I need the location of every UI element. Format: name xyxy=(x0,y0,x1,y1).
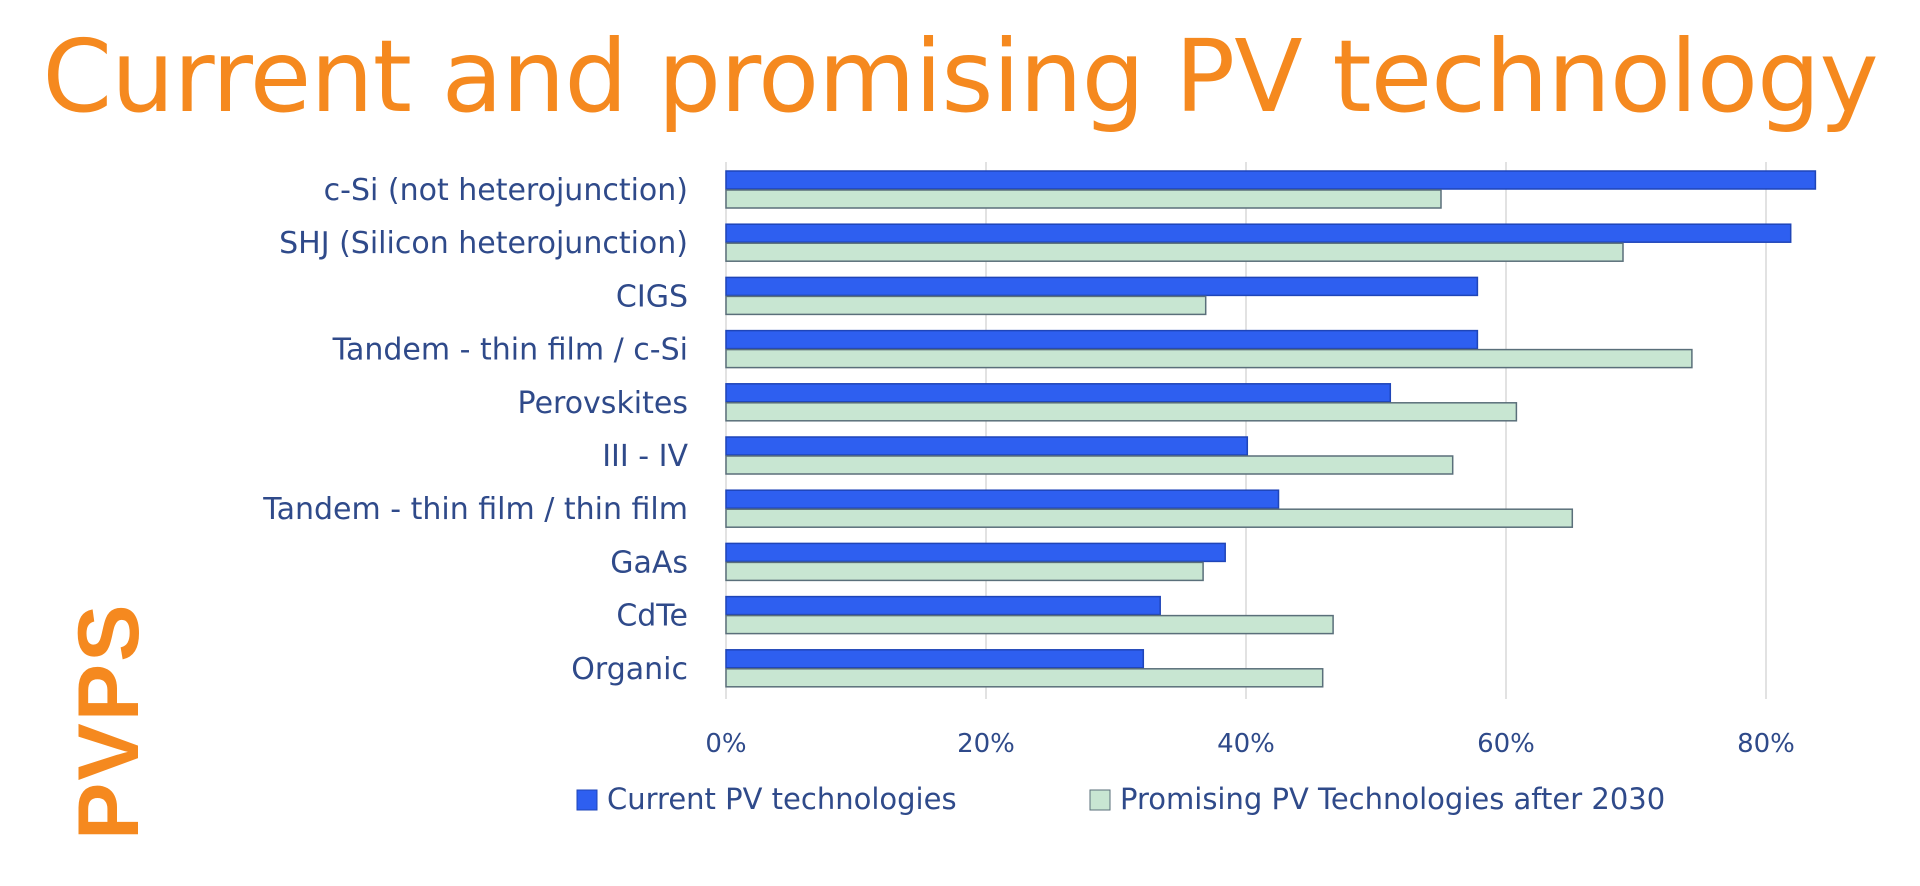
x-tick-label: 60% xyxy=(1477,729,1535,759)
bar-current xyxy=(725,595,1161,616)
legend-swatch-current xyxy=(576,789,598,811)
category-label: Tandem - thin film / c-Si xyxy=(332,333,688,368)
bar-promising xyxy=(725,455,1454,475)
bar-current xyxy=(725,436,1249,456)
x-tick-label: 0% xyxy=(705,729,746,759)
bar-promising xyxy=(725,402,1518,422)
category-label: Perovskites xyxy=(518,386,688,421)
category-label: GaAs xyxy=(610,545,688,580)
chart-title: Current and promising PV technology xyxy=(42,18,1878,135)
bar-current xyxy=(725,383,1392,403)
bar-promising xyxy=(725,348,1693,369)
bar-promising xyxy=(725,242,1624,262)
bar-promising xyxy=(725,561,1204,582)
category-label: SHJ (Silicon heterojunction) xyxy=(279,226,688,261)
bar-current xyxy=(725,276,1479,297)
bar-current xyxy=(725,489,1280,509)
bar-current xyxy=(725,223,1792,243)
bar-current xyxy=(725,542,1226,563)
x-tick-label: 80% xyxy=(1737,729,1795,759)
x-tick-label: 40% xyxy=(1217,729,1275,759)
bar-promising xyxy=(725,614,1334,635)
legend-label-promising: Promising PV Technologies after 2030 xyxy=(1120,782,1665,816)
category-label: CIGS xyxy=(616,279,688,314)
legend-swatch-promising xyxy=(1089,789,1111,811)
bar-promising xyxy=(725,189,1442,209)
bar-promising xyxy=(725,295,1207,316)
bar-promising xyxy=(725,668,1324,688)
category-label: CdTe xyxy=(616,599,688,634)
bar-promising xyxy=(725,508,1574,528)
category-label: Organic xyxy=(571,652,688,687)
bar-current xyxy=(725,649,1145,669)
category-label: Tandem - thin film / thin film xyxy=(262,492,688,527)
bar-current xyxy=(725,329,1479,350)
bar-current xyxy=(725,170,1817,190)
x-tick-label: 20% xyxy=(957,729,1015,759)
category-label: c-Si (not heterojunction) xyxy=(324,173,688,208)
category-label: III - IV xyxy=(602,439,688,474)
legend-label-current: Current PV technologies xyxy=(607,782,957,816)
